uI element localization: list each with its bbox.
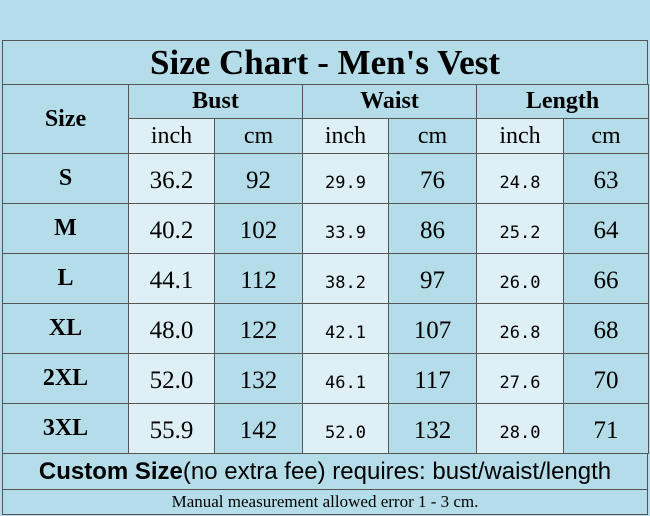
- measurement: 40.2: [128, 203, 215, 254]
- measurement: 38.2: [302, 253, 389, 304]
- measurement: 55.9: [128, 403, 215, 454]
- measurement: 46.1: [302, 353, 389, 404]
- unit-header: cm: [388, 118, 477, 154]
- measurement: 122: [214, 303, 303, 354]
- measurement: 42.1: [302, 303, 389, 354]
- measurement: 107: [388, 303, 477, 354]
- measurement: 26.8: [476, 303, 564, 354]
- measurement: 29.9: [302, 153, 389, 204]
- measurement: 52.0: [302, 403, 389, 454]
- measurement: 86: [388, 203, 477, 254]
- measurement: 64: [563, 203, 649, 254]
- size-label: M: [2, 203, 129, 254]
- measurement: 132: [388, 403, 477, 454]
- measurement: 102: [214, 203, 303, 254]
- footer: Manual measurement allowed error 1 - 3 c…: [2, 489, 648, 515]
- measurement: 142: [214, 403, 303, 454]
- group-header: Bust: [128, 84, 303, 119]
- measurement: 33.9: [302, 203, 389, 254]
- measurement: 132: [214, 353, 303, 404]
- size-label: L: [2, 253, 129, 304]
- measurement: 71: [563, 403, 649, 454]
- custom-note: Custom Size (no extra fee) requires: bust…: [2, 453, 648, 490]
- measurement: 24.8: [476, 153, 564, 204]
- measurement: 25.2: [476, 203, 564, 254]
- measurement: 48.0: [128, 303, 215, 354]
- measurement: 52.0: [128, 353, 215, 404]
- measurement: 68: [563, 303, 649, 354]
- measurement: 66: [563, 253, 649, 304]
- unit-header: inch: [128, 118, 215, 154]
- measurement: 112: [214, 253, 303, 304]
- custom-bold: Custom Size: [38, 457, 183, 485]
- measurement: 70: [563, 353, 649, 404]
- measurement: 28.0: [476, 403, 564, 454]
- measurement: 27.6: [476, 353, 564, 404]
- measurement: 117: [388, 353, 477, 404]
- group-header: Length: [476, 84, 649, 119]
- unit-header: cm: [214, 118, 303, 154]
- size-label: S: [2, 153, 129, 204]
- size-header: Size: [2, 84, 129, 154]
- measurement: 44.1: [128, 253, 215, 304]
- unit-header: cm: [563, 118, 649, 154]
- size-label: XL: [2, 303, 129, 354]
- group-header: Waist: [302, 84, 477, 119]
- unit-header: inch: [302, 118, 389, 154]
- measurement: 63: [563, 153, 649, 204]
- title: Size Chart - Men's Vest: [2, 40, 648, 85]
- size-label: 2XL: [2, 353, 129, 404]
- measurement: 97: [388, 253, 477, 304]
- measurement: 26.0: [476, 253, 564, 304]
- measurement: 92: [214, 153, 303, 204]
- size-label: 3XL: [2, 403, 129, 454]
- unit-header: inch: [476, 118, 564, 154]
- custom-text: (no extra fee) requires: bust/waist/leng…: [182, 457, 612, 485]
- measurement: 36.2: [128, 153, 215, 204]
- measurement: 76: [388, 153, 477, 204]
